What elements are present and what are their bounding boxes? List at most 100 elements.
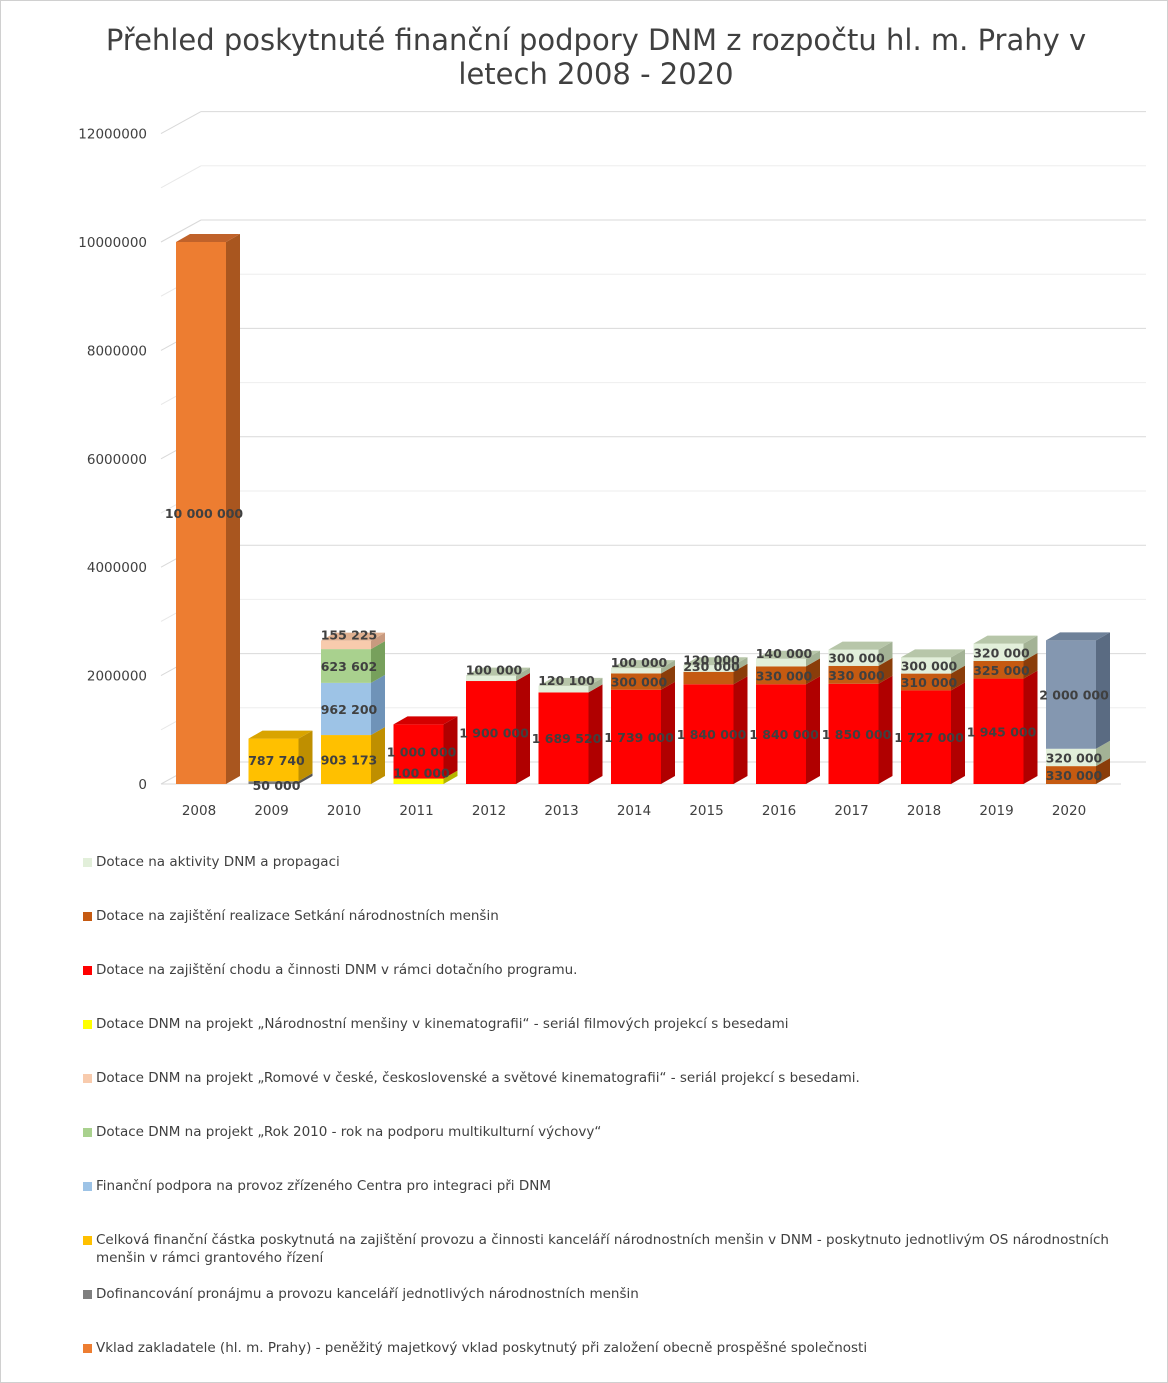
bar-segment xyxy=(1046,748,1096,767)
legend-label: Dotace DNM na projekt „Národnostní menši… xyxy=(96,1016,789,1032)
legend-swatch xyxy=(83,912,92,921)
x-tick-label: 2010 xyxy=(327,803,361,819)
x-tick-label: 2017 xyxy=(834,803,868,819)
data-label: 120 100 xyxy=(538,673,595,688)
bar-segment-side xyxy=(1023,670,1038,784)
bar-segment xyxy=(828,649,879,666)
x-tick-label: 2012 xyxy=(472,803,506,819)
data-label: 320 000 xyxy=(1046,750,1103,765)
bar-segment xyxy=(828,665,879,684)
data-label: 330 000 xyxy=(1046,768,1103,783)
bar-segment-side xyxy=(588,677,603,693)
data-label: 1 840 000 xyxy=(677,727,747,742)
bar-segment-side xyxy=(951,649,965,674)
bar-segment-side xyxy=(661,660,675,674)
data-label: 155 225 xyxy=(321,628,378,643)
bar-segment-side xyxy=(1023,652,1038,679)
legend-item: Dotace na aktivity DNM a propagaci xyxy=(83,853,1133,871)
data-label: 903 173 xyxy=(321,753,378,768)
legend-label: Dotace DNM na projekt „Rok 2010 - rok na… xyxy=(96,1124,602,1140)
legend-item: Finanční podpora na provoz zřízeného Cen… xyxy=(83,1177,1133,1195)
bar-segment xyxy=(393,724,444,779)
data-label: 1 850 000 xyxy=(822,727,892,742)
x-tick-label: 2009 xyxy=(254,803,288,819)
legend-swatch xyxy=(83,966,92,975)
bar-segment-top xyxy=(1046,632,1110,641)
data-label: 300 000 xyxy=(901,658,958,673)
bar-segment-side xyxy=(516,673,530,784)
bar-segment-top xyxy=(756,650,820,659)
x-tick-label: 2020 xyxy=(1052,803,1086,819)
bar-segment xyxy=(1046,766,1096,784)
bar-segment-top xyxy=(176,234,240,242)
bar-segment xyxy=(973,678,1024,784)
bar-segment xyxy=(321,735,371,784)
y-tick-label: 4000000 xyxy=(87,560,147,576)
bar-segment xyxy=(901,673,951,691)
bar-segment-side xyxy=(516,667,530,682)
gridline-side xyxy=(160,111,202,135)
bar-segment-side xyxy=(806,658,820,685)
bar-segment-side xyxy=(733,657,748,672)
legend-label: Dotace DNM na projekt „Romové v české, č… xyxy=(96,1070,860,1086)
data-label: 325 000 xyxy=(973,663,1030,678)
data-label: 230 000 xyxy=(683,659,740,674)
legend-label: Dotace na zajištění realizace Setkání ná… xyxy=(96,908,499,924)
bar-segment-side xyxy=(371,727,385,784)
bar-segment xyxy=(611,673,661,690)
legend-swatch xyxy=(83,858,92,867)
bar-segment xyxy=(248,781,299,784)
bar-segment xyxy=(756,684,806,784)
data-label: 50 000 xyxy=(253,778,301,793)
data-label: 1 900 000 xyxy=(459,726,529,741)
data-label: 140 000 xyxy=(756,646,813,661)
bar-segment xyxy=(538,692,589,784)
x-tick-label: 2019 xyxy=(979,803,1013,819)
data-label: 1 689 520 xyxy=(532,731,602,746)
bar-segment-side xyxy=(878,675,893,784)
legend-item: Vklad zakladatele (hl. m. Prahy) - peněž… xyxy=(83,1339,1133,1357)
legend-label: Vklad zakladatele (hl. m. Prahy) - peněž… xyxy=(96,1340,868,1356)
legend-item: Dotace na zajištění chodu a činnosti DNM… xyxy=(83,961,1133,979)
bar-segment-side xyxy=(806,650,820,667)
data-label: 1 945 000 xyxy=(967,724,1037,739)
y-tick-label: 0 xyxy=(138,777,147,793)
bar-segment-side xyxy=(1096,758,1110,784)
data-label: 2 000 000 xyxy=(1039,688,1109,703)
bar-segment-side xyxy=(951,665,965,691)
data-label: 787 740 xyxy=(248,753,305,768)
legend-item: Dotace DNM na projekt „Romové v české, č… xyxy=(83,1069,1133,1087)
legend-swatch xyxy=(83,1074,92,1083)
y-tick-label: 8000000 xyxy=(87,343,147,359)
bar-segment xyxy=(683,671,734,685)
bar-segment xyxy=(683,684,734,784)
legend-swatch xyxy=(83,1128,92,1137)
data-label: 300 000 xyxy=(611,675,668,690)
x-tick-label: 2016 xyxy=(762,803,796,819)
bar-segment-top xyxy=(321,632,385,641)
bar-segment xyxy=(466,675,516,682)
bar-segment xyxy=(1046,640,1096,749)
legend-item: Dotace DNM na projekt „Rok 2010 - rok na… xyxy=(83,1123,1133,1141)
data-label: 120 000 xyxy=(683,652,740,667)
bar-segment-top xyxy=(393,716,458,725)
bar-segment xyxy=(683,665,734,672)
bar-segment-top xyxy=(611,660,675,669)
data-label: 330 000 xyxy=(756,668,813,683)
y-tick-label: 12000000 xyxy=(78,127,147,143)
bar-segment-side xyxy=(878,641,893,666)
legend-swatch xyxy=(83,1344,92,1353)
data-label: 962 200 xyxy=(321,702,378,717)
bar-segment xyxy=(393,778,444,784)
bar-segment-side xyxy=(1023,635,1038,661)
bar-segment-side xyxy=(371,641,385,683)
bar-segment xyxy=(901,657,951,674)
bar-segment-side xyxy=(443,770,458,784)
bar-segment xyxy=(756,666,806,685)
bar-segment-top xyxy=(901,649,965,658)
data-label: 330 000 xyxy=(828,668,885,683)
x-tick-label: 2018 xyxy=(907,803,941,819)
bar-segment xyxy=(611,668,661,674)
legend-item: Dofinancování pronájmu a provozu kancelá… xyxy=(83,1285,1133,1303)
